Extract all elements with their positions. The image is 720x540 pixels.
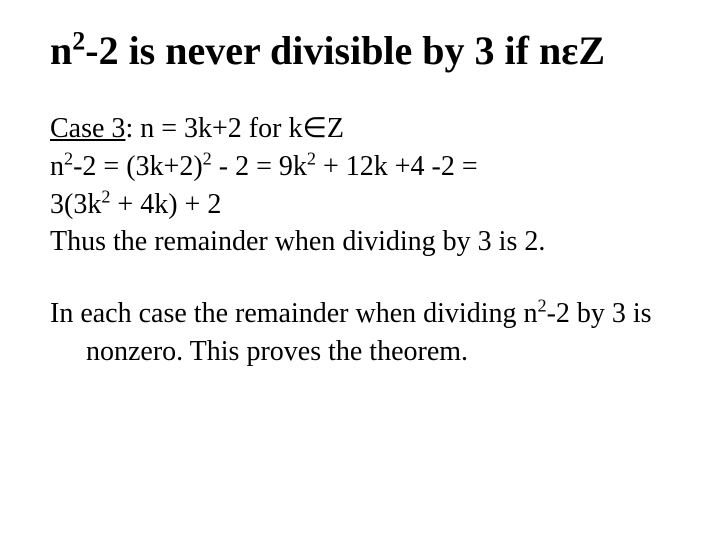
l2c: - 2 = 9k xyxy=(212,151,307,182)
element-of-icon: ∈ xyxy=(302,113,326,144)
l2b: -2 = (3k+2) xyxy=(73,151,203,182)
case3-label-end: Z xyxy=(327,113,344,144)
case3-label: Case 3 xyxy=(50,113,125,144)
case3-label-post: : n = 3k+2 for k xyxy=(125,113,302,144)
case3-block: Case 3: n = 3k+2 for k∈Z n2-2 = (3k+2)2 … xyxy=(50,110,670,261)
slide-title: n2-2 is never divisible by 3 if nεZ xyxy=(50,28,670,74)
l2supb: 2 xyxy=(203,148,212,168)
l3b: + 4k) + 2 xyxy=(110,189,221,220)
l2a: n xyxy=(50,151,64,182)
title-p1: n xyxy=(50,28,72,73)
conc-a: In each case the remainder when dividing… xyxy=(50,298,537,329)
case3-line4: Thus the remainder when dividing by 3 is… xyxy=(50,223,670,261)
case3-line3: 3(3k2 + 4k) + 2 xyxy=(50,186,670,224)
case3-line2: n2-2 = (3k+2)2 - 2 = 9k2 + 12k +4 -2 = xyxy=(50,148,670,186)
title-sym: ε xyxy=(561,28,578,73)
case3-line1: Case 3: n = 3k+2 for k∈Z xyxy=(50,110,670,148)
title-p2: -2 is never divisible by 3 if n xyxy=(85,28,561,73)
l2supc: 2 xyxy=(307,148,316,168)
l2d: + 12k +4 -2 = xyxy=(316,151,478,182)
conclusion-text: In each case the remainder when dividing… xyxy=(50,295,670,371)
conclusion-block: In each case the remainder when dividing… xyxy=(50,295,670,371)
title-p3: Z xyxy=(578,28,605,73)
conc-sup: 2 xyxy=(537,296,546,316)
l2supa: 2 xyxy=(64,148,73,168)
title-sup1: 2 xyxy=(72,27,85,56)
l3a: 3(3k xyxy=(50,189,101,220)
